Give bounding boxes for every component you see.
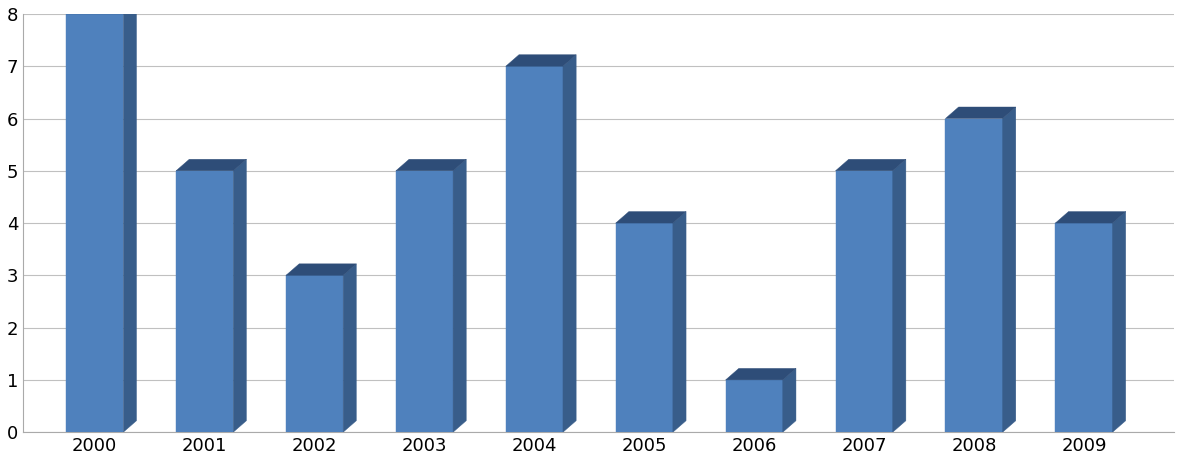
Polygon shape bbox=[176, 171, 233, 432]
Polygon shape bbox=[344, 264, 357, 432]
Polygon shape bbox=[123, 2, 137, 432]
Polygon shape bbox=[835, 159, 906, 171]
Polygon shape bbox=[286, 264, 357, 275]
Polygon shape bbox=[1113, 212, 1125, 432]
Polygon shape bbox=[66, 14, 123, 432]
Polygon shape bbox=[783, 368, 796, 432]
Polygon shape bbox=[946, 107, 1016, 119]
Polygon shape bbox=[1056, 212, 1125, 223]
Polygon shape bbox=[615, 223, 673, 432]
Polygon shape bbox=[893, 159, 906, 432]
Polygon shape bbox=[505, 55, 576, 66]
Polygon shape bbox=[946, 119, 1003, 432]
Polygon shape bbox=[176, 159, 247, 171]
Polygon shape bbox=[563, 55, 576, 432]
Polygon shape bbox=[505, 66, 563, 432]
Polygon shape bbox=[233, 159, 247, 432]
Polygon shape bbox=[835, 171, 893, 432]
Polygon shape bbox=[66, 2, 137, 14]
Polygon shape bbox=[615, 212, 686, 223]
Polygon shape bbox=[454, 159, 466, 432]
Polygon shape bbox=[725, 380, 783, 432]
Polygon shape bbox=[673, 212, 686, 432]
Polygon shape bbox=[396, 159, 466, 171]
Polygon shape bbox=[1003, 107, 1016, 432]
Polygon shape bbox=[286, 275, 344, 432]
Polygon shape bbox=[1056, 223, 1113, 432]
Polygon shape bbox=[725, 368, 796, 380]
Polygon shape bbox=[396, 171, 454, 432]
